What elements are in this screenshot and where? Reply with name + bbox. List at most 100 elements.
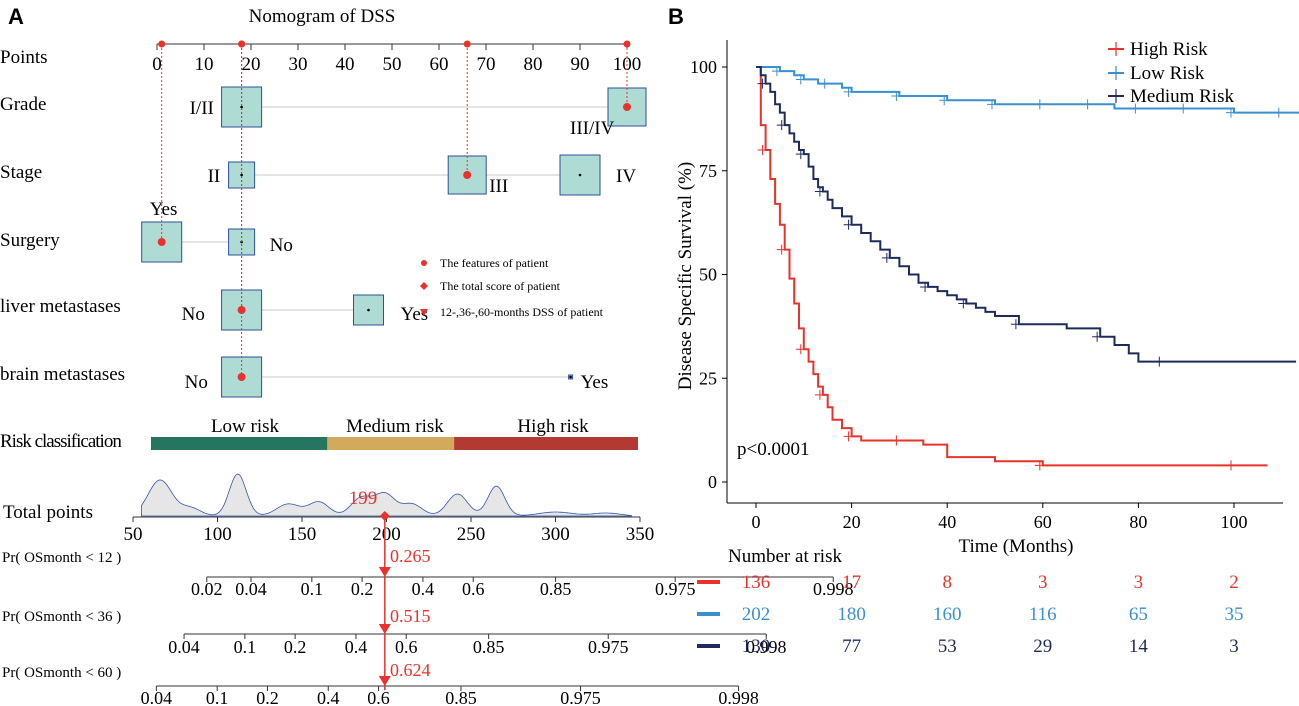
km-censor-mark [814,186,825,197]
prob-tick-label: 0.1 [206,688,229,706]
legend-dss: 12-,36-,60-months DSS of patient [440,305,604,319]
km-censor-mark [881,252,892,263]
level-center-dot [578,173,582,177]
variable-label: Stage [0,162,42,183]
points-label: Points [0,47,48,68]
km-censor-mark [1154,356,1165,367]
prob-tick-label: 0.6 [395,637,418,657]
risk-table-cell: 3 [1038,572,1048,593]
risk-table-cell: 136 [742,572,771,593]
prob-60-label: Pr( OSmonth < 60 ) [2,665,121,681]
prob-tick-label: 0.1 [301,579,324,599]
km-censor-mark [771,66,782,77]
risk-high-label: High risk [517,416,589,437]
risk-low-label: Low risk [211,416,280,437]
total-points-axis: 50 100 150 200 250 300 350 [124,516,655,545]
level-label: IV [616,166,636,187]
prob-tick-label: 0.4 [345,637,368,657]
prob-36-value: 0.515 [390,606,431,626]
km-censor-mark [891,435,902,446]
level-center-dot [240,173,243,177]
km-censor-mark [987,99,997,110]
feature-dot-icon [421,260,427,266]
km-y-tick-label: 75 [699,161,717,181]
panel-b-label: B [668,4,684,29]
level-center-dot [569,375,572,379]
risk-table-cell: 202 [742,604,771,625]
km-y-tick-label: 50 [699,265,717,285]
level-label: Yes [150,199,178,220]
level-box [447,155,487,195]
prob-36-label: Pr( OSmonth < 36 ) [2,609,121,625]
km-censor-mark [920,281,931,292]
prob-tick-label: 0.1 [234,637,257,657]
prob-tick-label: 0.85 [473,637,505,657]
variable-label: liver metastases [0,296,121,317]
risk-table-cell: 3 [1134,572,1144,593]
km-x-tick-label: 100 [1221,512,1248,532]
points-tick-label: 20 [242,54,261,75]
density-plot [140,473,632,517]
total-tick-label: 250 [457,524,486,545]
km-censor-mark [795,344,806,355]
risk-table-cell: 29 [1033,636,1052,657]
km-censor-mark [1092,331,1103,342]
prob-triangle-marker [378,624,391,634]
risk-table-cell: 130 [742,636,771,657]
km-censor-mark [1130,103,1141,114]
km-x-axis-title: Time (Months) [959,536,1074,557]
prob-60-value: 0.624 [390,660,431,680]
number-at-risk-title: Number at risk [728,546,842,567]
prob-tick-label: 0.4 [317,688,340,706]
level-label: No [270,235,293,256]
km-censor-mark [819,78,830,89]
km-censor-mark [1178,103,1189,114]
km-censor-mark [891,91,902,102]
km-censor-mark [814,389,825,400]
total-tick-label: 50 [124,524,143,545]
km-censor-mark [757,78,768,89]
points-tick-label: 40 [336,54,355,75]
km-censor-mark [958,298,969,309]
total-tick-label: 350 [626,524,655,545]
prob-tick-label: 0.85 [445,688,477,706]
prob-tick-label: 0.998 [718,688,759,706]
p-value: p<0.0001 [737,439,809,460]
points-axis-dot [238,40,246,48]
prob-tick-label: 0.04 [141,688,173,706]
legend-high-label: High Risk [1130,39,1208,60]
prob-tick-label: 0.4 [412,579,435,599]
prob-tick-label: 0.2 [351,579,374,599]
prob-tick-label: 0.998 [746,637,787,657]
points-axis-dot [463,40,471,48]
points-tick-label: 30 [289,54,308,75]
km-censor-mark [776,120,787,131]
density-area [140,473,632,517]
probability-axes: 0.02 0.04 0.1 0.2 0.4 0.6 0.85 0.975 0.998 0.04 0.… [141,576,853,706]
risk-table-cell: 8 [942,572,952,593]
legend-medium-label: Medium Risk [1130,86,1234,107]
km-censor-mark [795,74,806,85]
risk-table-cell: 3 [1229,636,1239,657]
km-x-tick-label: 40 [938,512,956,532]
level-label: III [489,176,508,197]
prob-tick-label: 0.2 [284,637,307,657]
risk-table-cell: 17 [842,572,861,593]
points-tick-label: 70 [477,54,496,75]
points-tick-label: 10 [195,54,214,75]
points-axis-dot [158,40,166,48]
risk-table-cell: 2 [1229,572,1239,593]
prob-tick-label: 0.6 [367,688,390,706]
km-legend: High Risk Low Risk Medium Risk [1108,39,1234,107]
km-y-tick-label: 0 [708,472,717,492]
level-box [353,294,384,326]
level-label: III/IV [570,118,615,139]
km-censor-mark [939,95,950,106]
km-curve-high-risk [756,66,1268,467]
variable-label: Surgery [0,230,60,251]
prob-tick-label: 0.02 [191,579,223,599]
risk-segment-high [454,437,638,450]
total-tick-label: 100 [203,524,232,545]
km-plot: 0 25 50 75 100 0 20 40 60 80 100 [690,40,1299,532]
level-center-dot [240,105,243,109]
